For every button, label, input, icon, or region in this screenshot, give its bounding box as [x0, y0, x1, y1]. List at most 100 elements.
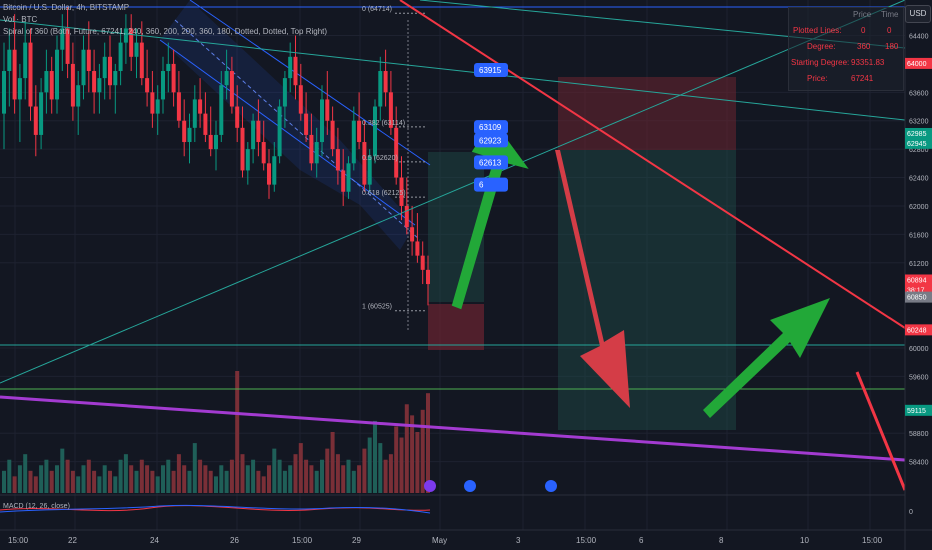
price-badge[interactable]: [905, 127, 932, 139]
candle[interactable]: [44, 71, 49, 93]
candle[interactable]: [383, 71, 388, 93]
candle[interactable]: [187, 127, 192, 143]
candle[interactable]: [203, 113, 208, 135]
candle[interactable]: [251, 120, 256, 150]
candle[interactable]: [325, 99, 330, 121]
candle[interactable]: [399, 177, 404, 206]
candle[interactable]: [351, 120, 356, 164]
candle[interactable]: [214, 134, 218, 150]
candle[interactable]: [335, 149, 340, 171]
candle[interactable]: [192, 99, 197, 128]
short-position-loss-zone[interactable]: [558, 77, 736, 150]
price-badge[interactable]: [905, 324, 932, 336]
candle[interactable]: [60, 28, 65, 50]
candle[interactable]: [134, 42, 139, 57]
up-arrow-2[interactable]: [703, 298, 830, 418]
candle[interactable]: [320, 99, 324, 143]
candle[interactable]: [293, 56, 298, 86]
candle[interactable]: [309, 134, 314, 164]
volume-indicator-label[interactable]: Vol · BTC: [3, 15, 38, 24]
candle[interactable]: [81, 49, 86, 86]
descending-trendline[interactable]: [0, 19, 906, 121]
candle[interactable]: [65, 28, 70, 64]
candle[interactable]: [97, 78, 102, 93]
candle[interactable]: [298, 85, 303, 114]
candle[interactable]: [7, 49, 12, 72]
price-badge[interactable]: [905, 291, 932, 303]
candle[interactable]: [267, 163, 271, 185]
candle[interactable]: [235, 106, 240, 128]
candle[interactable]: [229, 71, 234, 107]
candle[interactable]: [70, 63, 75, 107]
currency-button[interactable]: USD: [905, 5, 931, 23]
candle[interactable]: [182, 120, 187, 143]
candle[interactable]: [245, 149, 250, 171]
candle[interactable]: [224, 71, 229, 86]
candle[interactable]: [161, 71, 165, 100]
candle[interactable]: [404, 205, 409, 228]
ascending-trendline[interactable]: [0, 0, 906, 384]
regression-channel[interactable]: [160, 0, 415, 250]
candle[interactable]: [394, 127, 399, 178]
candle[interactable]: [261, 142, 266, 164]
candle[interactable]: [92, 71, 97, 93]
price-badge[interactable]: [905, 284, 932, 296]
event-icon-lightning[interactable]: [424, 480, 436, 492]
candle[interactable]: [123, 28, 128, 43]
candle[interactable]: [373, 106, 377, 157]
long-position-loss-zone[interactable]: [428, 304, 484, 350]
candle[interactable]: [240, 127, 245, 171]
candle[interactable]: [86, 49, 91, 72]
candle[interactable]: [219, 85, 224, 135]
event-icon-flag-us[interactable]: [545, 480, 557, 492]
candle[interactable]: [362, 142, 367, 185]
price-marker[interactable]: [474, 120, 508, 135]
candle[interactable]: [378, 71, 383, 107]
red-resistance-line[interactable]: [399, 0, 906, 329]
candle[interactable]: [166, 63, 171, 72]
candle[interactable]: [102, 56, 107, 79]
candle[interactable]: [49, 71, 54, 100]
candle[interactable]: [272, 156, 277, 185]
channel-mid-line[interactable]: [174, 19, 421, 241]
candle[interactable]: [171, 63, 176, 93]
price-marker[interactable]: [474, 62, 508, 77]
candle[interactable]: [17, 78, 22, 100]
candle[interactable]: [367, 156, 372, 185]
macd-label[interactable]: MACD (12, 26, close): [3, 503, 70, 510]
candle[interactable]: [23, 42, 28, 79]
candle[interactable]: [341, 170, 346, 192]
price-badge[interactable]: [905, 137, 932, 149]
candle[interactable]: [330, 120, 335, 150]
candle[interactable]: [28, 42, 33, 107]
candle[interactable]: [145, 78, 150, 93]
candle[interactable]: [314, 142, 319, 164]
candle[interactable]: [304, 113, 309, 135]
candle[interactable]: [415, 241, 420, 256]
candle[interactable]: [208, 134, 213, 150]
up-arrow-1[interactable]: [445, 117, 536, 316]
candle[interactable]: [108, 56, 112, 86]
price-badge[interactable]: [905, 57, 932, 69]
candle[interactable]: [118, 42, 123, 72]
price-marker[interactable]: [474, 133, 508, 148]
price-marker[interactable]: [474, 177, 508, 192]
candle[interactable]: [155, 99, 160, 114]
event-icon-flag-us[interactable]: [464, 480, 476, 492]
candle[interactable]: [150, 92, 155, 114]
symbol-title[interactable]: Bitcoin / U.S. Dollar, 4h, BITSTAMP: [3, 3, 130, 12]
candle[interactable]: [76, 85, 81, 107]
channel-upper-line[interactable]: [159, 39, 416, 226]
channel-lower-line[interactable]: [189, 0, 431, 166]
price-marker[interactable]: [474, 155, 508, 170]
price-badge[interactable]: [905, 274, 932, 286]
candle[interactable]: [12, 49, 17, 100]
candle[interactable]: [282, 78, 287, 107]
candle[interactable]: [426, 269, 430, 285]
candle[interactable]: [113, 71, 118, 86]
candle[interactable]: [129, 28, 134, 57]
candle[interactable]: [139, 42, 144, 79]
candle[interactable]: [288, 56, 293, 79]
candle[interactable]: [410, 227, 415, 242]
